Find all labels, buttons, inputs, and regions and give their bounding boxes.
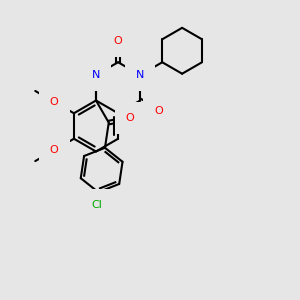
Text: N: N	[92, 70, 100, 80]
Text: O: O	[50, 145, 58, 155]
Text: O: O	[50, 97, 58, 107]
Text: O: O	[114, 36, 122, 46]
Text: N: N	[136, 70, 144, 80]
Text: O: O	[126, 113, 134, 123]
Text: Cl: Cl	[91, 200, 102, 210]
Text: O: O	[154, 106, 163, 116]
